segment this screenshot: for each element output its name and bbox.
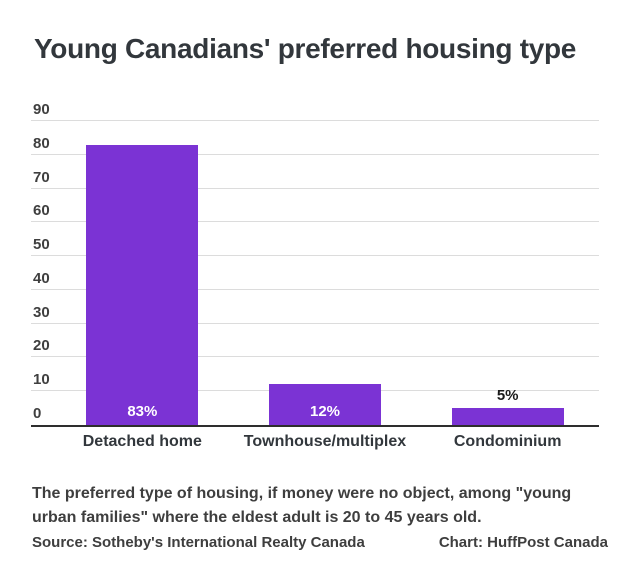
chart-footer: The preferred type of housing, if money … [32,482,608,551]
gridline-y-40 [31,288,599,290]
chart-caption: The preferred type of housing, if money … [32,485,572,526]
y-tick-label-70: 70 [33,168,50,186]
gridline-y-70 [31,187,599,189]
gridline-y-90 [31,120,599,121]
chart-credit: Chart: HuffPost Canada [438,534,608,551]
bar-value-label-detached-home: 83% [127,403,158,420]
gridline-y-20 [31,356,599,358]
source-row: Source: Sotheby's International Realty C… [32,534,608,551]
y-tick-label-0: 0 [33,405,42,422]
y-tick-label-40: 40 [33,269,50,287]
bar-value-label-townhouse-multiplex: 12% [309,403,341,420]
bar-condominium [451,408,564,425]
gridline-y-60 [31,221,599,223]
bar-value-label-condominium: 5% [496,387,519,405]
y-tick-label-80: 80 [33,134,50,152]
chart-title: Young Canadians' preferred housing type [34,33,577,64]
x-axis-line [31,425,599,427]
source-credit: Source: Sotheby's International Realty C… [32,534,365,551]
x-category-label-detached-home: Detached home [82,433,202,450]
y-tick-label-30: 30 [33,303,50,321]
y-tick-label-50: 50 [33,236,50,254]
y-tick-label-10: 10 [33,371,50,389]
bar-chart-plot: 0 10 20 30 40 50 60 70 80 90 83% Detached home 12% To… [31,102,599,450]
y-tick-label-90: 90 [33,101,50,118]
bar-detached-home: 83% [86,144,199,425]
gridline-y-30 [31,322,599,324]
y-tick-label-20: 20 [33,337,50,355]
x-category-label-townhouse-multiplex: Townhouse/multiplex [243,433,407,450]
y-tick-label-60: 60 [33,202,50,220]
x-category-label-condominium: Condominium [453,433,562,450]
gridline-y-50 [31,255,599,257]
bar-townhouse-multiplex: 12% [269,384,381,425]
gridline-y-80 [31,153,599,155]
